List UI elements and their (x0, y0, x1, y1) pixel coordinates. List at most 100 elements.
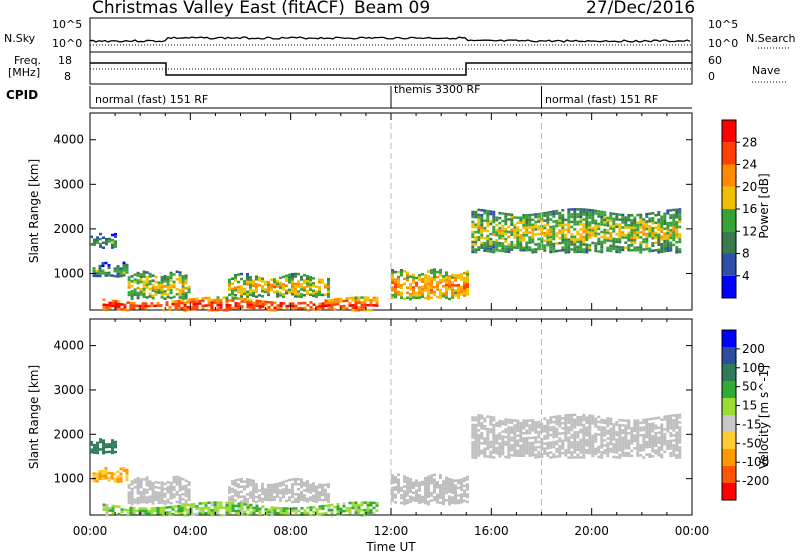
noise-right-tick-top: 10^5 (708, 18, 739, 31)
xtick-label: 08:00 (273, 524, 308, 538)
colorbar-bin (722, 398, 736, 415)
freq-traces (90, 62, 786, 83)
station-title: Christmas Valley East (fitACF) (92, 0, 345, 18)
echo-region-5 (391, 268, 469, 301)
echo-region-4 (228, 477, 330, 504)
colorbar-bin (722, 364, 736, 381)
noise-search-label: N.Search (746, 32, 796, 45)
noise-left-tick-top: 10^5 (52, 18, 83, 31)
echo-region-1 (90, 232, 117, 249)
echo-region-1 (90, 438, 117, 455)
xtick-label: 00:00 (675, 524, 710, 538)
cpid-segment-3: normal (fast) 151 RF (545, 93, 659, 106)
echo-region-7 (102, 501, 379, 517)
freq-panel-frame (89, 51, 693, 85)
echo-region-6 (471, 208, 682, 254)
colorbar-bin (722, 209, 736, 232)
freq-left-tick-top: 18 (58, 54, 72, 67)
noise-traces (89, 36, 790, 49)
beam-label: Beam 09 (354, 0, 431, 18)
velocity-colorbar: -200 -100 -50 -15 15 50 100 200 (721, 329, 769, 501)
noise-right-tick-bottom: 10^0 (708, 37, 739, 50)
colorbar-bin (722, 253, 736, 276)
xtick-label: 12:00 (374, 524, 409, 538)
cpid-segment-2: themis 3300 RF (394, 83, 481, 96)
colorbar-tick-label: 20 (742, 180, 757, 194)
colorbar-bin (722, 142, 736, 165)
colorbar-tick-label: -15 (742, 417, 762, 431)
noise-sky-label: N.Sky (4, 32, 36, 45)
colorbar-bin (722, 330, 736, 347)
colorbar-tick-label: 8 (742, 247, 750, 261)
colorbar-tick-label: -200 (742, 474, 769, 488)
xtick-label: 16:00 (474, 524, 509, 538)
colorbar-tick-label: 4 (742, 269, 750, 283)
xtick-label: 00:00 (73, 524, 108, 538)
power-cbar-label: Power [dB] (757, 173, 771, 238)
echo-region-3 (127, 270, 191, 301)
ytick-label: 4000 (53, 133, 84, 147)
colorbar-bin (722, 275, 736, 298)
ytick-label: 4000 (53, 339, 84, 353)
ytick-label: 3000 (53, 383, 84, 397)
velocity-axes: 1000 2000 3000 4000 00:00 04:00 08:00 12:00 16:0… (53, 319, 709, 538)
colorbar-bin (722, 381, 736, 398)
ytick-label: 3000 (53, 177, 84, 191)
cpid-segment-1: normal (fast) 151 RF (95, 93, 209, 106)
colorbar-bin (722, 186, 736, 209)
velocity-cbar-label: Velocity [m s^-1] (757, 365, 771, 469)
date-label: 27/Dec/2016 (586, 0, 696, 18)
colorbar-bin (722, 483, 736, 500)
freq-trace (90, 62, 692, 76)
noise-left-tick-bottom: 10^0 (52, 37, 83, 50)
xlabel: Time UT (365, 540, 416, 554)
colorbar-bin (722, 347, 736, 364)
colorbar-tick-label: -100 (742, 455, 769, 469)
colorbar-bin (722, 231, 736, 254)
power-ylabel: Slant Range [km] (27, 159, 41, 263)
nave-label: Nave (752, 64, 781, 77)
colorbar-tick-label: -50 (742, 436, 762, 450)
power-echoes (90, 208, 682, 312)
echo-region-6 (471, 413, 682, 459)
colorbar-tick-label: 16 (742, 202, 757, 216)
echo-region-7 (102, 296, 379, 312)
colorbar-bin (722, 466, 736, 483)
xtick-label: 20:00 (574, 524, 609, 538)
colorbar-tick-label: 24 (742, 158, 757, 172)
freq-label-line2: [MHz] (8, 66, 41, 79)
echo-region-2 (92, 466, 129, 483)
freq-left-tick-bottom: 8 (64, 70, 71, 83)
noise-panel-frame (89, 17, 693, 53)
echo-region-5 (391, 473, 469, 506)
colorbar-tick-label: 12 (742, 224, 757, 238)
power-axes: 1000 2000 3000 4000 (53, 113, 693, 310)
colorbar-bin (722, 449, 736, 466)
colorbar-bin (722, 164, 736, 187)
colorbar-tick-label: 28 (742, 135, 757, 149)
colorbar-tick-label: 15 (742, 399, 757, 413)
colorbar-bin (722, 415, 736, 432)
power-colorbar: 4 8 12 16 20 24 28 (721, 119, 757, 299)
echo-region-3 (127, 475, 191, 506)
noise-sky-trace (89, 36, 691, 43)
velocity-echoes (90, 413, 682, 517)
colorbar-bin (722, 120, 736, 143)
colorbar-frame (721, 329, 737, 501)
echo-region-4 (228, 272, 330, 299)
velocity-ylabel: Slant Range [km] (27, 365, 41, 469)
ytick-label: 1000 (53, 266, 84, 280)
ytick-label: 2000 (53, 222, 84, 236)
freq-right-tick-bottom: 0 (708, 70, 715, 83)
colorbar-bin (722, 432, 736, 449)
ytick-label: 1000 (53, 472, 84, 486)
echo-region-2 (92, 261, 129, 278)
cpid-label: CPID (6, 88, 39, 102)
xtick-label: 04:00 (173, 524, 208, 538)
colorbar-tick-label: 100 (742, 361, 765, 375)
freq-label-line1: Freq. (14, 54, 42, 67)
colorbar-tick-label: 200 (742, 342, 765, 356)
freq-right-tick-top: 60 (708, 54, 722, 67)
colorbar-tick-label: 50 (742, 380, 757, 394)
